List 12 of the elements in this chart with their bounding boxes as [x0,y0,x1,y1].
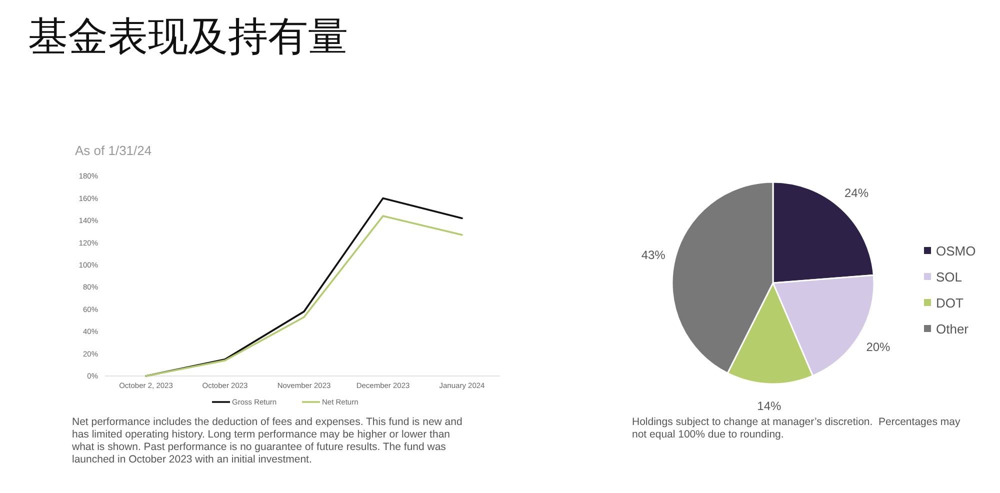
text: Net performance includes the deduction of fees and expenses. This fund is new and has limited operating history. Long term performance may be higher or lower than what is shown. Past performance is no guarantee of future results. The fund was launched in October 2023 with an initial investment. [71,416,462,466]
data-label: 14% [757,399,782,414]
data-label: 24% [844,186,869,200]
legend-label: DOT [936,296,964,311]
data-label: 20% [866,340,891,354]
chart-title: 基金表现及持有量 [28,15,348,59]
legend-label: Other [936,322,970,337]
data-label: 43% [641,248,666,262]
chart-subtitle: As of 1/31/24 [75,143,152,158]
legend-label: SOL [936,270,962,285]
legend-label: OSMO [936,244,976,259]
text: Holdings subject to change at manager’s discretion. Percentages may not equal 100% due to rounding. [632,416,961,440]
